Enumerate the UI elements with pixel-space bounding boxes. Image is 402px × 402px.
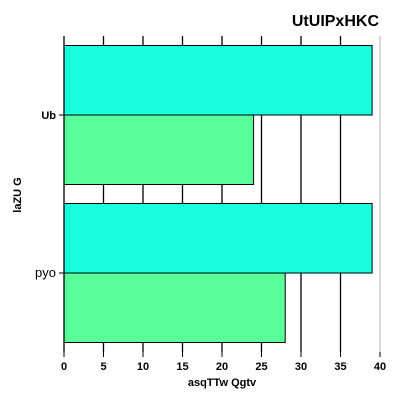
chart-title: UtUIPxHKC bbox=[292, 13, 380, 30]
y-tick-label: pyo bbox=[35, 265, 56, 280]
y-tick-labels: Ub pyo bbox=[35, 110, 64, 280]
x-tick-labels: 0 5 10 15 20 25 30 35 40 bbox=[61, 352, 386, 373]
x-tick-label: 15 bbox=[176, 361, 188, 373]
x-tick-label: 40 bbox=[374, 361, 386, 373]
bar bbox=[63, 202, 373, 274]
bar bbox=[63, 272, 286, 344]
x-tick-label: 10 bbox=[137, 361, 149, 373]
y-tick-label: Ub bbox=[41, 110, 56, 122]
bars bbox=[63, 44, 373, 344]
bar bbox=[63, 44, 373, 116]
y-axis-label: laZU G bbox=[12, 177, 24, 212]
x-tick-label: 5 bbox=[100, 361, 106, 373]
x-tick-label: 20 bbox=[216, 361, 228, 373]
x-tick-label: 0 bbox=[61, 361, 67, 373]
x-tick-label: 35 bbox=[334, 361, 346, 373]
x-tick-label: 30 bbox=[295, 361, 307, 373]
bar bbox=[63, 114, 255, 186]
x-axis-label: asqTTw Qgtv bbox=[188, 377, 257, 389]
x-tick-label: 25 bbox=[255, 361, 267, 373]
